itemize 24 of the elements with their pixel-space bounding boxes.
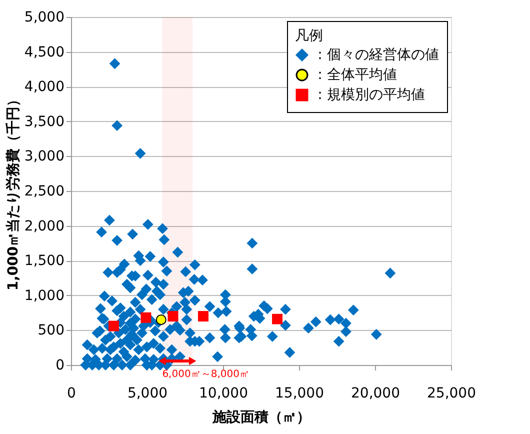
y-tick-label: 4,500	[24, 44, 64, 60]
legend-label: ：全体平均値	[313, 67, 397, 83]
x-tick-label: 5,000	[127, 386, 168, 402]
legend-title: 凡例	[295, 28, 323, 44]
x-tick-label: 15,000	[275, 386, 324, 402]
x-tick-label: 0	[67, 386, 76, 402]
x-tick-label: 20,000	[351, 386, 400, 402]
y-tick-label: 3,000	[24, 148, 64, 165]
y-tick-label: 5,000	[24, 10, 64, 26]
y-tick-label: 3,500	[24, 114, 64, 130]
x-axis-title: 施設面積（㎡）	[212, 410, 310, 426]
y-tick-label: 2,000	[24, 218, 64, 234]
y-axis-title: 1,000㎡当たり労務費（千円）	[4, 92, 22, 291]
y-tick-label: 4,000	[24, 79, 64, 96]
y-tick-label: 1,500	[24, 253, 64, 270]
band-label: 6,000㎡～8,000㎡	[162, 369, 250, 380]
y-tick-label: 2,500	[24, 184, 64, 200]
x-tick-label: 10,000	[199, 386, 248, 402]
legend-label: ：個々の経営体の値	[313, 47, 439, 63]
y-tick-label: 1,000	[24, 288, 64, 304]
x-tick-label: 25,000	[427, 386, 476, 402]
y-tick-label: 0	[56, 358, 64, 374]
y-tick-label: 500	[38, 322, 64, 339]
legend-label: ：規模別の平均値	[313, 87, 425, 103]
